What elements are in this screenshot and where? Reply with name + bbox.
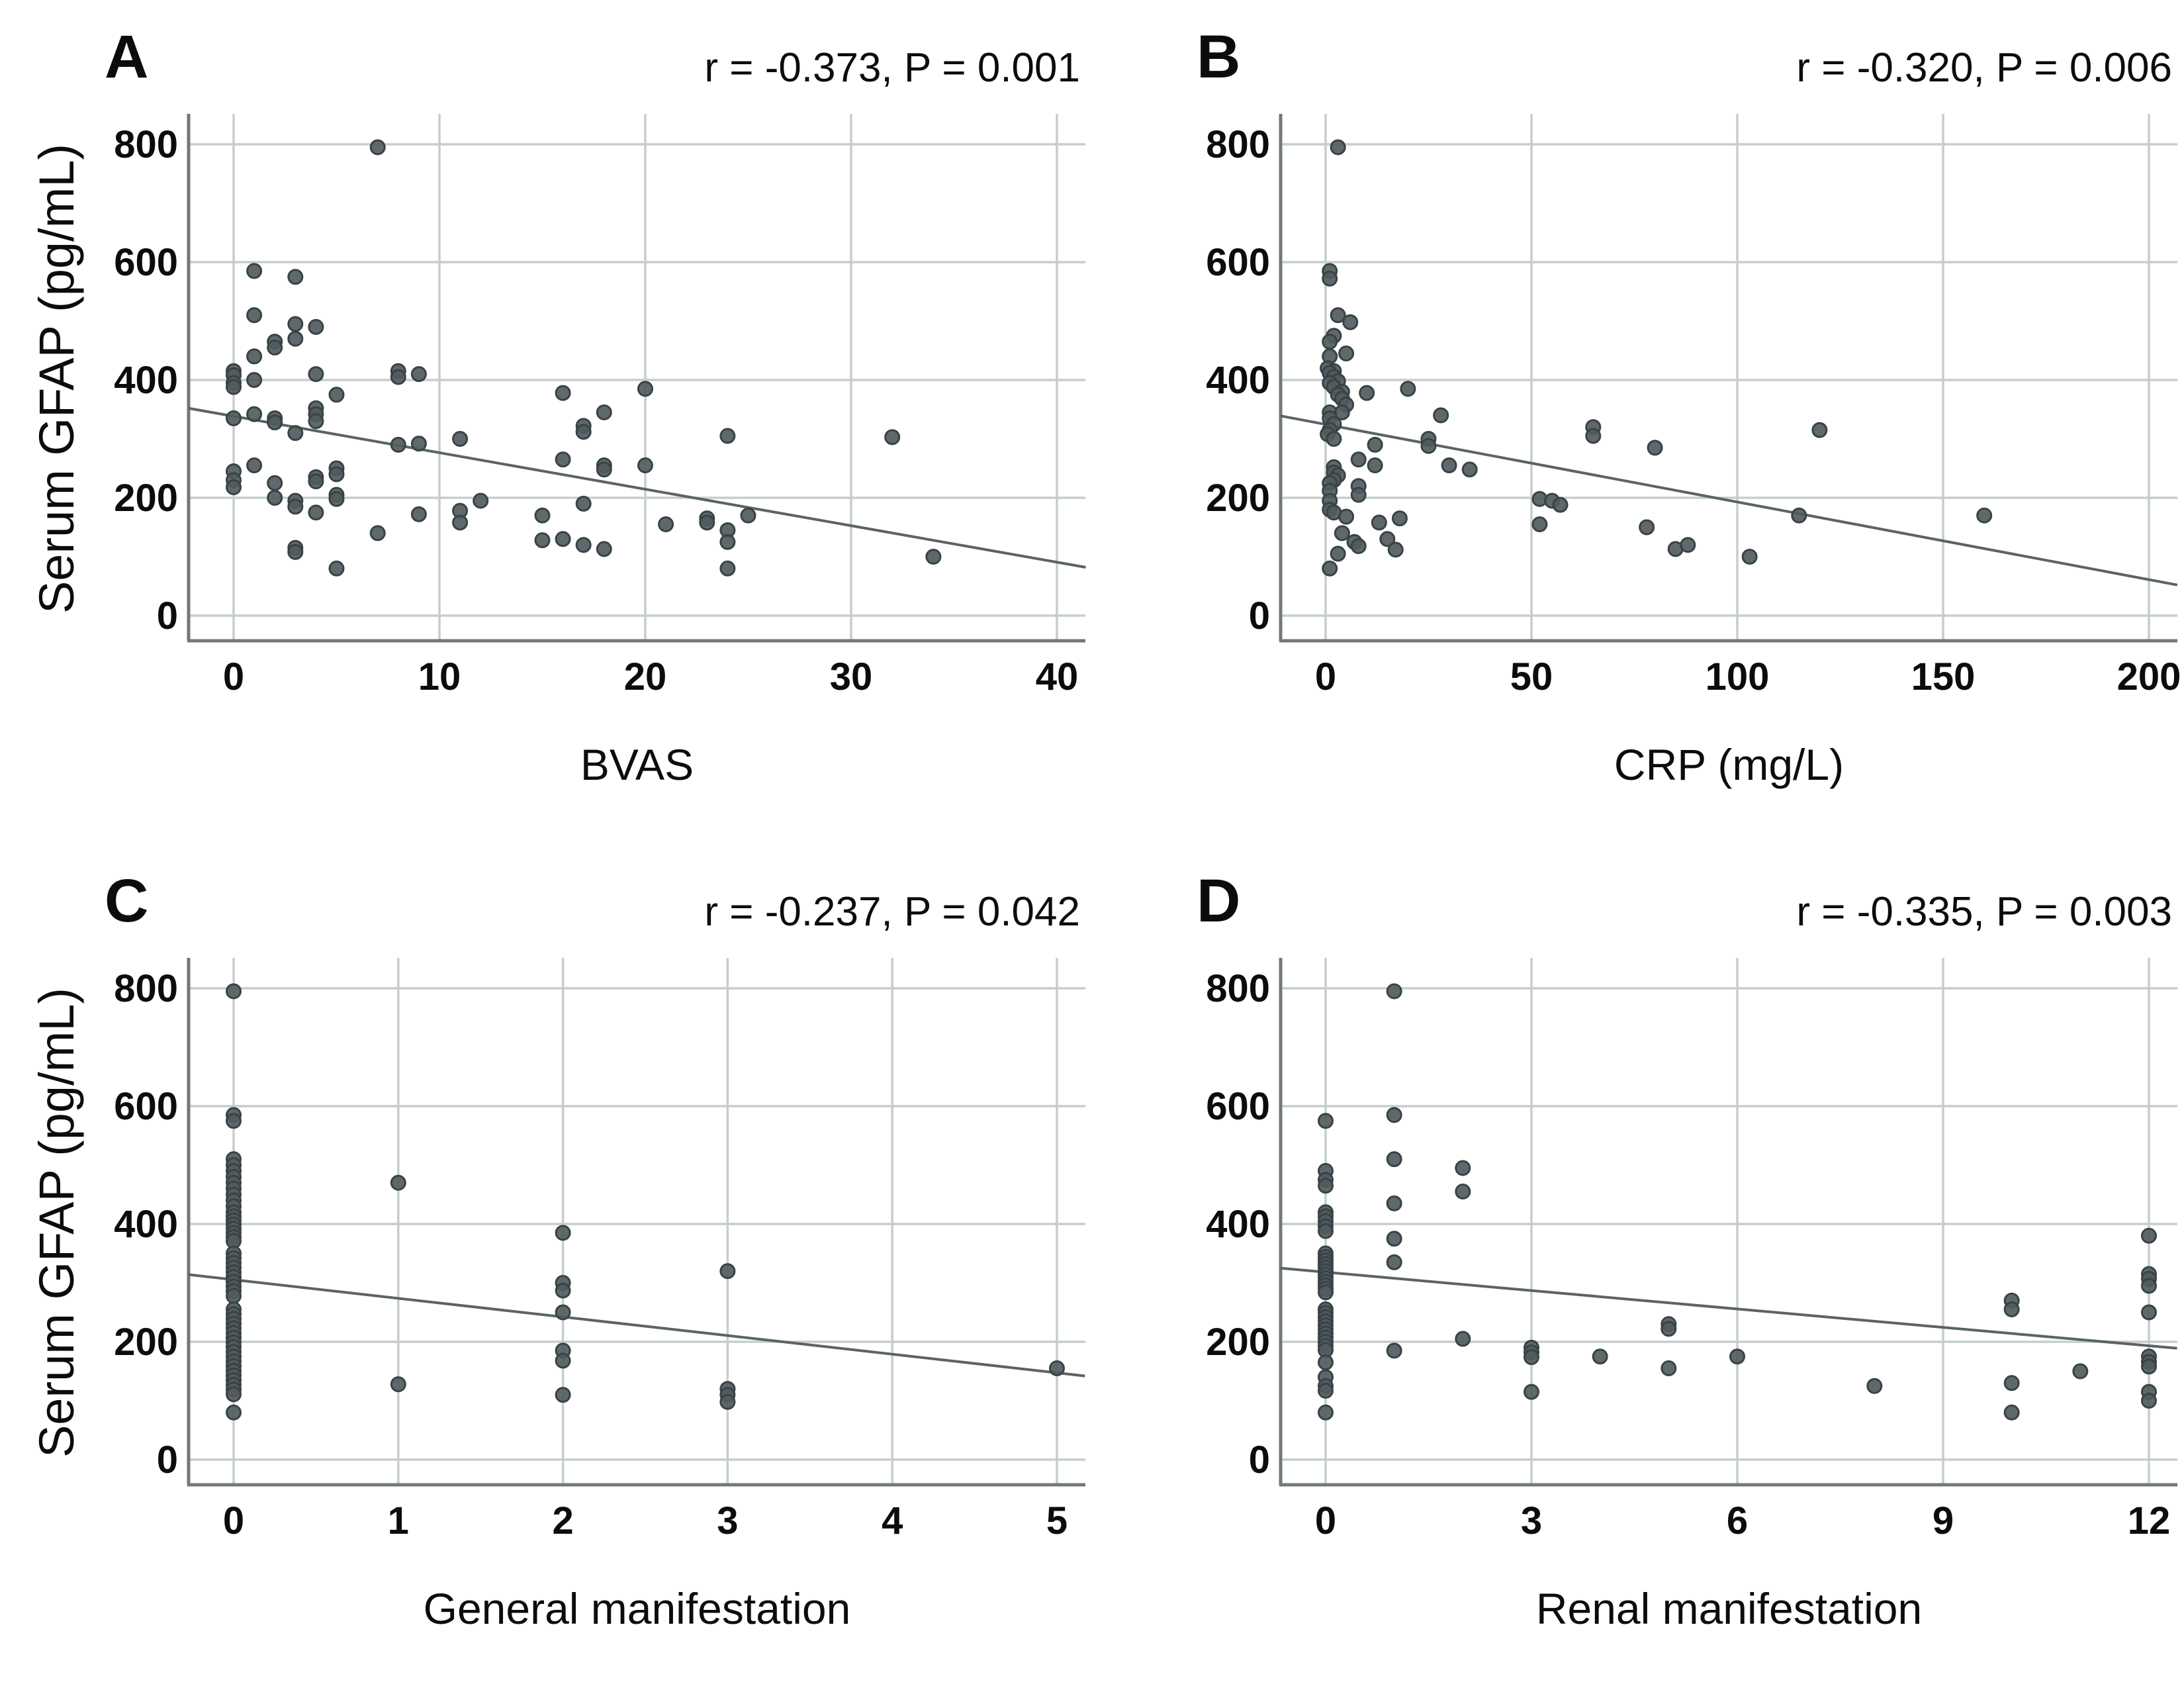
svg-text:0: 0 bbox=[1315, 655, 1336, 698]
svg-text:600: 600 bbox=[114, 241, 178, 284]
svg-text:400: 400 bbox=[1206, 359, 1270, 402]
svg-text:800: 800 bbox=[1206, 967, 1270, 1010]
svg-text:0: 0 bbox=[223, 655, 244, 698]
svg-text:200: 200 bbox=[1206, 1321, 1270, 1364]
panel-a-x-axis-title: BVAS bbox=[580, 740, 694, 789]
panel-c-label: C bbox=[105, 867, 149, 935]
svg-text:0: 0 bbox=[223, 1499, 244, 1542]
panel-d-x-axis-title: Renal manifestation bbox=[1535, 1584, 1923, 1633]
svg-text:800: 800 bbox=[1206, 123, 1270, 166]
svg-text:0: 0 bbox=[157, 594, 178, 637]
panel-b-x-axis-title: CRP (mg/L) bbox=[1614, 740, 1844, 789]
panel-c: 0 200 400 600 800 0 1 2 3 4 5 C r = -0.237, P = 0.… bbox=[0, 844, 1092, 1688]
panel-a-correlation-stats: r = -0.373, P = 0.001 bbox=[704, 45, 1080, 91]
svg-text:0: 0 bbox=[1249, 594, 1270, 637]
svg-text:150: 150 bbox=[1911, 655, 1976, 698]
panel-c-y-axis-title: Serum GFAP (pg/mL) bbox=[29, 987, 84, 1458]
svg-text:600: 600 bbox=[1206, 241, 1270, 284]
svg-text:800: 800 bbox=[114, 123, 178, 166]
panel-b-label: B bbox=[1197, 23, 1241, 91]
panel-a-label: A bbox=[105, 23, 149, 91]
svg-text:0: 0 bbox=[157, 1438, 178, 1481]
svg-text:3: 3 bbox=[1521, 1499, 1542, 1542]
svg-text:400: 400 bbox=[114, 359, 178, 402]
svg-text:200: 200 bbox=[114, 1321, 178, 1364]
panel-c-plot: 0 200 400 600 800 0 1 2 3 4 5 bbox=[114, 958, 1085, 1542]
panel-d-plot: 0 200 400 600 800 0 3 6 9 12 bbox=[1206, 958, 2177, 1542]
svg-text:20: 20 bbox=[624, 655, 667, 698]
svg-text:4: 4 bbox=[882, 1499, 903, 1542]
svg-text:50: 50 bbox=[1510, 655, 1553, 698]
panel-d-correlation-stats: r = -0.335, P = 0.003 bbox=[1796, 889, 2172, 935]
panel-a-y-axis-title: Serum GFAP (pg/mL) bbox=[29, 143, 84, 614]
svg-text:1: 1 bbox=[388, 1499, 409, 1542]
panel-a: 0 200 400 600 800 0 10 20 30 40 A r = -0.373, P =… bbox=[0, 0, 1092, 844]
svg-text:30: 30 bbox=[830, 655, 873, 698]
panel-b-plot: 0 200 400 600 800 0 50 100 150 200 bbox=[1206, 114, 2181, 698]
panel-c-correlation-stats: r = -0.237, P = 0.042 bbox=[704, 889, 1080, 935]
svg-text:6: 6 bbox=[1727, 1499, 1748, 1542]
svg-text:5: 5 bbox=[1046, 1499, 1068, 1542]
svg-text:600: 600 bbox=[1206, 1085, 1270, 1128]
panel-b-correlation-stats: r = -0.320, P = 0.006 bbox=[1796, 45, 2172, 91]
svg-text:0: 0 bbox=[1249, 1438, 1270, 1481]
svg-text:12: 12 bbox=[2128, 1499, 2171, 1542]
svg-text:0: 0 bbox=[1315, 1499, 1336, 1542]
svg-text:400: 400 bbox=[1206, 1203, 1270, 1246]
panel-a-plot: 0 200 400 600 800 0 10 20 30 40 bbox=[114, 114, 1086, 698]
svg-text:10: 10 bbox=[418, 655, 461, 698]
svg-text:400: 400 bbox=[114, 1203, 178, 1246]
svg-text:600: 600 bbox=[114, 1085, 178, 1128]
svg-text:200: 200 bbox=[114, 477, 178, 520]
svg-text:800: 800 bbox=[114, 967, 178, 1010]
panel-b: 0 200 400 600 800 0 50 100 150 200 B r = -0.320, … bbox=[1092, 0, 2184, 844]
panel-c-x-axis-title: General manifestation bbox=[423, 1584, 851, 1633]
svg-text:9: 9 bbox=[1933, 1499, 1954, 1542]
svg-text:100: 100 bbox=[1706, 655, 1770, 698]
svg-text:2: 2 bbox=[552, 1499, 573, 1542]
svg-text:200: 200 bbox=[2117, 655, 2181, 698]
svg-text:40: 40 bbox=[1036, 655, 1079, 698]
svg-text:200: 200 bbox=[1206, 477, 1270, 520]
panel-d-label: D bbox=[1197, 867, 1241, 935]
svg-text:3: 3 bbox=[717, 1499, 738, 1542]
panel-d: 0 200 400 600 800 0 3 6 9 12 D r = -0.335, P = 0.… bbox=[1092, 844, 2184, 1688]
